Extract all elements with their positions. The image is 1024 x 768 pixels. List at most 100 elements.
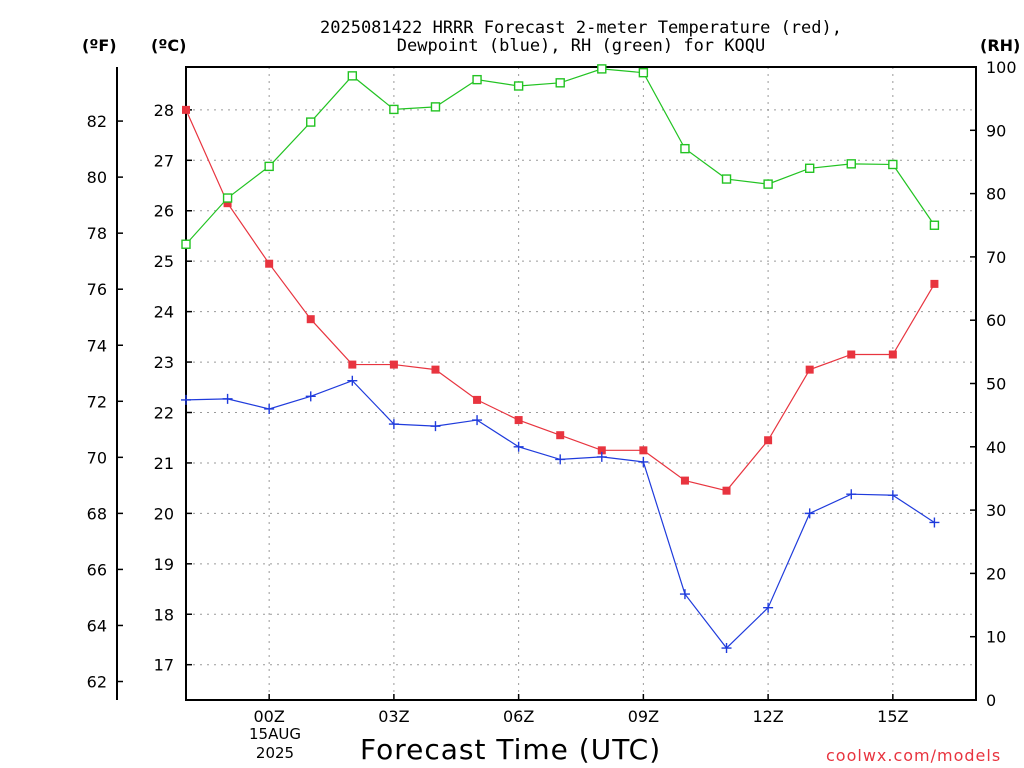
dewpoint-point xyxy=(305,391,316,402)
rh-point xyxy=(389,104,399,115)
dewpoint-point xyxy=(596,451,607,462)
dewpoint-point xyxy=(929,517,940,528)
temperature-point xyxy=(514,416,523,425)
dewpoint-point xyxy=(430,421,441,432)
temperature-point xyxy=(182,105,190,114)
fahrenheit-tick-label: 74 xyxy=(87,336,107,355)
chart-title-line-2: Dewpoint (blue), RH (green) for KOQU xyxy=(396,36,766,56)
rh-point xyxy=(888,159,898,170)
rh-tick-label: 10 xyxy=(986,628,1006,647)
temperature-point xyxy=(265,259,274,268)
rh-point xyxy=(597,64,607,74)
x-axis-label: Forecast Time (UTC) xyxy=(360,733,662,766)
dewpoint-point xyxy=(513,441,524,452)
dewpoint-point xyxy=(347,375,358,386)
rh-tick-label: 40 xyxy=(986,438,1006,457)
x-tick-label: 09Z xyxy=(628,707,659,726)
celsius-tick-label: 17 xyxy=(154,656,174,675)
celsius-tick-label: 27 xyxy=(154,151,174,170)
rh-tick-label: 0 xyxy=(986,691,996,710)
rh-point xyxy=(929,220,940,230)
temperature-point xyxy=(223,199,232,208)
celsius-tick-label: 28 xyxy=(154,101,174,120)
celsius-tick-label: 23 xyxy=(154,353,174,372)
fahrenheit-tick-label: 80 xyxy=(87,168,107,187)
rh-point xyxy=(721,174,732,184)
rh-point xyxy=(680,143,690,154)
rh-point xyxy=(846,159,856,169)
date-label-year: 2025 xyxy=(255,744,295,762)
rh-tick-label: 60 xyxy=(986,311,1006,330)
rh-series-line xyxy=(185,68,935,245)
rh-tick-label: 100 xyxy=(986,58,1017,77)
fahrenheit-tick-label: 78 xyxy=(87,224,107,243)
rh-point xyxy=(264,161,274,172)
rh-point xyxy=(430,102,441,112)
temperature-point xyxy=(888,350,897,359)
dewpoint-point xyxy=(638,456,649,467)
celsius-tick-label: 26 xyxy=(154,202,174,221)
dewpoint-point xyxy=(763,602,774,613)
date-label-day: 15AUG xyxy=(249,725,301,743)
temperature-point xyxy=(597,446,606,455)
rh-point xyxy=(347,71,358,81)
celsius-tick-label: 20 xyxy=(154,504,174,523)
temperature-point xyxy=(348,360,357,369)
rh-point xyxy=(472,74,482,85)
rh-point xyxy=(513,81,524,91)
rh-point xyxy=(638,67,649,78)
plot-frame xyxy=(185,66,977,701)
rh-point xyxy=(181,239,191,249)
dewpoint-point xyxy=(222,393,233,404)
temperature-point xyxy=(306,315,315,324)
x-tick-label: 12Z xyxy=(752,707,783,726)
celsius-tick-label: 18 xyxy=(154,605,174,624)
temperature-point xyxy=(847,350,856,359)
temperature-point xyxy=(722,486,731,495)
temperature-point xyxy=(930,279,939,288)
fahrenheit-tick-label: 64 xyxy=(87,616,107,635)
celsius-tick-label: 22 xyxy=(154,404,174,423)
dewpoint-point xyxy=(181,394,191,405)
dewpoint-point xyxy=(264,403,275,414)
rh-tick-label: 20 xyxy=(986,564,1006,583)
rh-tick-label: 80 xyxy=(986,185,1006,204)
temperature-point xyxy=(431,365,440,374)
fahrenheit-tick-label: 68 xyxy=(87,504,107,523)
celsius-tick-label: 21 xyxy=(154,454,174,473)
temperature-point xyxy=(680,476,689,485)
rh-tick-label: 90 xyxy=(986,121,1006,140)
rh-tick-label: 70 xyxy=(986,248,1006,267)
dewpoint-point xyxy=(555,454,566,465)
temperature-point xyxy=(389,360,398,369)
x-tick-label: 03Z xyxy=(378,707,409,726)
fahrenheit-tick-label: 76 xyxy=(87,280,107,299)
dewpoint-series-line xyxy=(185,380,935,649)
x-tick-label: 06Z xyxy=(503,707,534,726)
rh-point xyxy=(555,78,565,88)
rh-axis-unit: (RH) xyxy=(980,36,1021,55)
x-tick-label: 00Z xyxy=(253,707,284,726)
rh-point xyxy=(222,193,233,203)
fahrenheit-tick-label: 66 xyxy=(87,560,107,579)
fahrenheit-tick-label: 70 xyxy=(87,448,107,467)
rh-tick-label: 50 xyxy=(986,375,1006,394)
dewpoint-point xyxy=(388,419,399,430)
fahrenheit-tick-label: 62 xyxy=(87,673,107,692)
dewpoint-point xyxy=(846,489,857,500)
celsius-axis-unit: (ºC) xyxy=(151,36,187,55)
temperature-point xyxy=(764,436,773,445)
fahrenheit-tick-label: 82 xyxy=(87,112,107,131)
fahrenheit-axis-unit: (ºF) xyxy=(82,36,117,55)
celsius-tick-label: 25 xyxy=(154,252,174,271)
rh-point xyxy=(306,117,316,127)
dewpoint-point xyxy=(472,415,483,426)
celsius-tick-label: 24 xyxy=(154,303,174,322)
rh-point xyxy=(804,163,815,173)
chart-title-line-1: 2025081422 HRRR Forecast 2-meter Tempera… xyxy=(320,18,842,38)
rh-point xyxy=(763,179,773,189)
dewpoint-point xyxy=(887,490,898,501)
dewpoint-point xyxy=(679,589,690,600)
dewpoint-point xyxy=(721,643,732,654)
